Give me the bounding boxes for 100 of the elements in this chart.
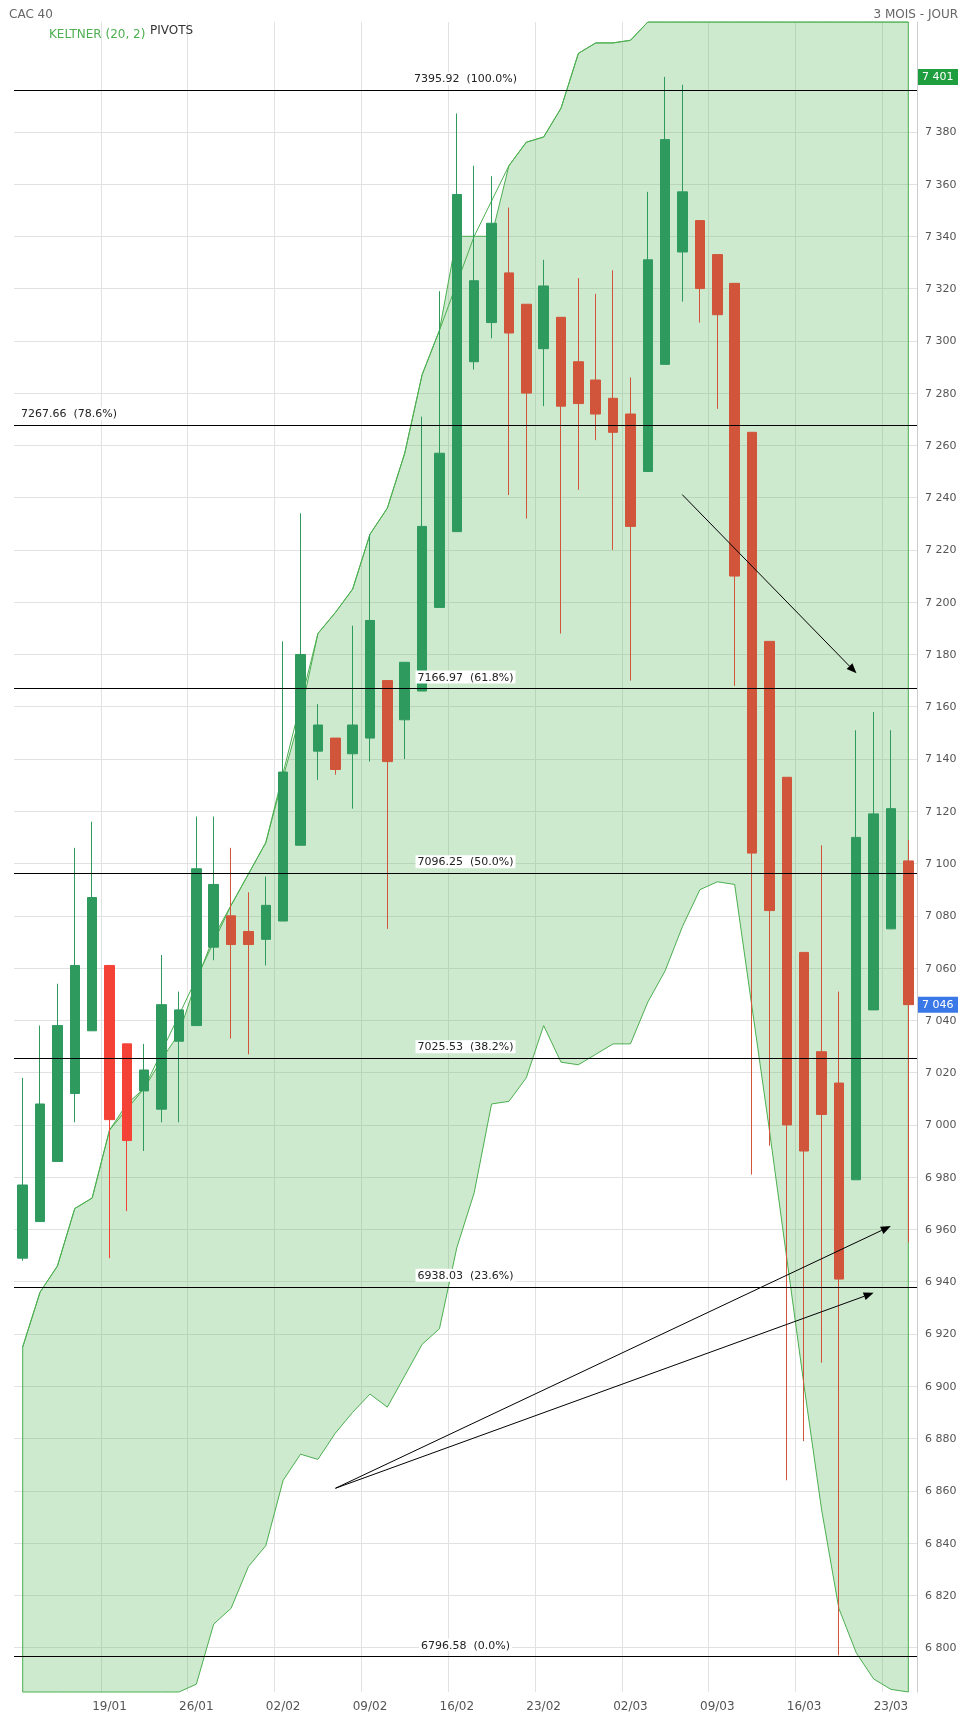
y-tick-label: 7 140 — [925, 752, 957, 766]
candlestick — [504, 207, 514, 496]
candlestick — [643, 191, 653, 473]
y-tick-label: 7 000 — [925, 1118, 957, 1132]
x-tick-label: 09/02 — [352, 1699, 388, 1713]
candlestick — [87, 821, 97, 1032]
candlestick — [452, 112, 462, 533]
y-tick-label: 6 880 — [925, 1431, 957, 1445]
text: KELTNER (20, 2) — [49, 27, 146, 41]
candlestick — [782, 776, 792, 1481]
candlestick — [174, 991, 184, 1123]
candlestick — [139, 1043, 149, 1152]
y-tick-label: 7 260 — [925, 438, 957, 452]
y-tick-label: 6 820 — [925, 1588, 957, 1602]
y-tick-label: 7 320 — [925, 282, 957, 296]
candlestick — [695, 220, 705, 324]
text: 7 046 — [922, 997, 954, 1011]
x-tick-label: 16/03 — [786, 1699, 822, 1713]
y-tick-label: 7 300 — [925, 334, 957, 348]
ref-line-label: 6796.58 (0.0%) — [420, 1638, 511, 1652]
y-tick-label: 7 200 — [925, 595, 957, 609]
candlestick — [261, 876, 271, 966]
candlestick — [764, 640, 775, 1147]
y-tick-label: 7 160 — [925, 700, 957, 714]
y-tick-label: 7 280 — [925, 386, 957, 400]
candlestick — [868, 711, 879, 1011]
candlestick — [208, 815, 219, 961]
candlestick — [17, 1077, 28, 1262]
x-tick-label: 23/02 — [526, 1699, 561, 1713]
candlestick — [52, 983, 63, 1162]
y-tick-label: 7 380 — [925, 125, 957, 139]
candlestick — [521, 303, 532, 520]
candlestick — [226, 847, 236, 1040]
x-tick-label: 26/01 — [179, 1699, 214, 1713]
text: 7 401 — [922, 69, 954, 83]
candlestick — [434, 290, 445, 608]
line-series — [22, 21, 909, 1348]
x-tick-label: 02/02 — [265, 1699, 301, 1713]
y-tick-label: 7 220 — [925, 543, 957, 557]
candlestick — [330, 737, 341, 776]
candlestick — [712, 254, 723, 410]
ref-line-label: 7267.66 (78.6%) — [21, 407, 118, 421]
candlestick — [70, 847, 80, 1123]
candlestick — [365, 533, 375, 763]
y-tick-label: 6 860 — [925, 1484, 957, 1498]
y-tick-label: 7 020 — [925, 1066, 957, 1080]
ref-line-label: 6938.03 (23.6%) — [417, 1268, 514, 1282]
y-tick-label: 7 180 — [925, 647, 957, 661]
candlestick — [886, 729, 896, 930]
candlestick — [834, 991, 844, 1656]
x-tick-label: 02/03 — [613, 1699, 648, 1713]
ref-line-label: 7395.92 (100.0%) — [413, 72, 518, 86]
y-tick-label: 7 080 — [925, 909, 957, 923]
candlestick — [799, 951, 809, 1442]
y-tick-label: 6 980 — [925, 1170, 957, 1184]
y-tick-label: 6 900 — [925, 1379, 957, 1393]
x-tick-label: 16/02 — [439, 1699, 475, 1713]
candlestick — [486, 175, 497, 339]
ref-line-label: 7025.53 (38.2%) — [417, 1040, 514, 1054]
candlestick — [347, 625, 358, 810]
candlestick — [747, 431, 757, 1176]
candlestick — [156, 954, 167, 1123]
y-tick-label: 7 340 — [925, 229, 957, 243]
x-tick-label: 23/03 — [873, 1699, 909, 1713]
ref-line-label: 7166.97 (61.8%) — [417, 670, 514, 684]
candlestick — [399, 661, 410, 760]
candlestick — [816, 844, 827, 1364]
candlestick — [903, 839, 914, 1243]
chart-title: CAC 40 — [9, 7, 53, 21]
y-tick-label: 7 060 — [925, 961, 957, 975]
y-tick-label: 7 240 — [925, 491, 957, 505]
y-tick-label: 7 360 — [925, 177, 957, 191]
y-tick-label: 6 940 — [925, 1275, 957, 1289]
candlestick — [608, 269, 618, 551]
candlestick — [278, 640, 288, 922]
candlestick — [191, 815, 202, 1027]
y-tick-label: 6 960 — [925, 1222, 957, 1236]
candlestick — [313, 703, 323, 781]
candlestick — [122, 1043, 132, 1212]
chart-subtitle: 3 MOIS - JOUR — [873, 7, 958, 21]
candlestick — [677, 84, 688, 303]
candlestick — [851, 729, 861, 1181]
candlestick — [243, 891, 254, 1055]
y-tick-label: 6 840 — [925, 1536, 957, 1550]
candlestick — [538, 259, 549, 407]
y-tick-label: 6 800 — [925, 1641, 957, 1655]
y-tick-label: 7 040 — [925, 1013, 957, 1027]
candlestick — [660, 76, 670, 365]
candlestick — [382, 680, 393, 930]
y-tick-label: 6 920 — [925, 1327, 957, 1341]
candlestick — [35, 1025, 45, 1223]
candlestick — [590, 293, 601, 441]
candlestick — [573, 277, 584, 491]
candlestick — [729, 282, 740, 687]
x-tick-label: 09/03 — [700, 1699, 735, 1713]
ref-line-label: 7096.25 (50.0%) — [417, 855, 514, 869]
candlestick — [295, 512, 306, 846]
x-tick-label: 19/01 — [92, 1699, 127, 1713]
candlestick — [556, 316, 566, 635]
y-tick-label: 7 100 — [925, 857, 957, 871]
